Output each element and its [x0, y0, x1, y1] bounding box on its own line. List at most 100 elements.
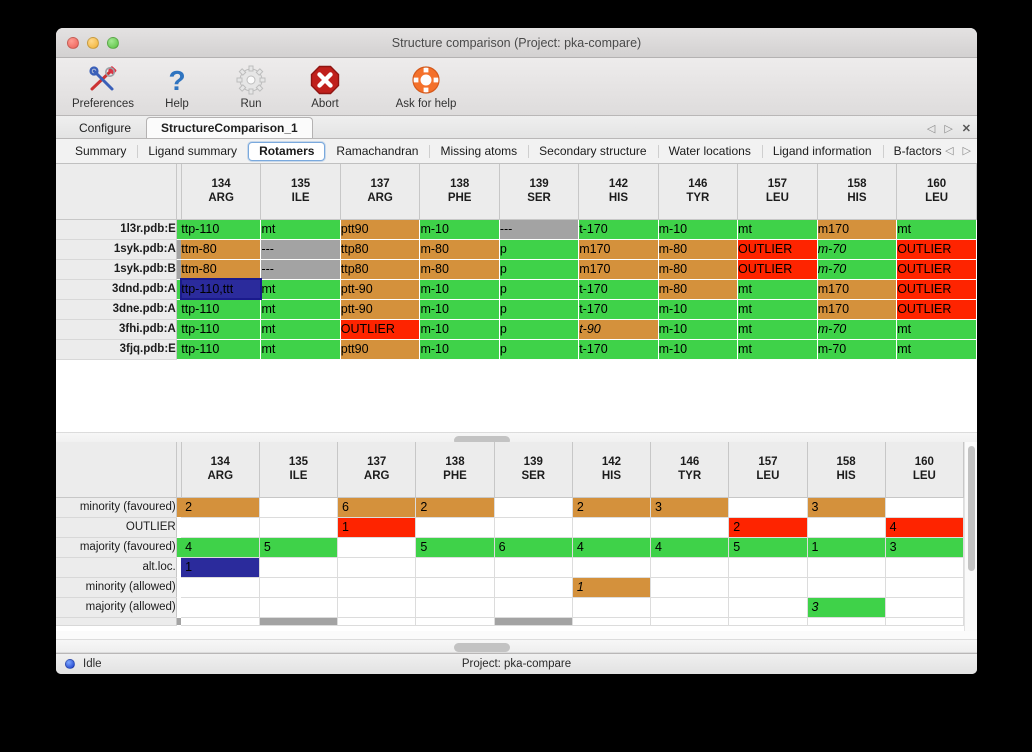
stats-cell[interactable]	[807, 557, 886, 578]
rotamer-cell[interactable]: m-70	[817, 239, 898, 260]
rotamer-cell[interactable]: mt	[896, 319, 977, 340]
stats-column-header-137[interactable]: 137 ARG	[337, 442, 417, 498]
stats-cell[interactable]: 4	[572, 537, 652, 558]
table-row[interactable]	[56, 617, 964, 626]
rotamer-cell[interactable]: OUTLIER	[896, 299, 977, 320]
stats-cell[interactable]	[572, 557, 652, 578]
table-row[interactable]: majority (favoured) 4 5 5 6 4 4 5 1 3	[56, 537, 964, 558]
stats-cell[interactable]	[728, 577, 808, 598]
rotamer-cell[interactable]: m-10	[419, 219, 500, 240]
rotamer-cell[interactable]: ttp80	[340, 259, 421, 280]
stats-cell[interactable]	[181, 577, 260, 598]
stats-cell[interactable]: 6	[494, 537, 573, 558]
stats-cell[interactable]	[259, 597, 339, 618]
close-button[interactable]	[67, 36, 79, 49]
stats-vscrollbar-thumb[interactable]	[968, 446, 975, 571]
table-row[interactable]: 1syk.pdb:B ttm-80 --- ttp80 m-80 p m170 m-80 OUT…	[56, 259, 977, 280]
rotamer-row-header[interactable]: 3fjq.pdb:E	[56, 339, 177, 360]
rotamer-row-header[interactable]: 1syk.pdb:A	[56, 239, 177, 260]
table-row[interactable]: 1syk.pdb:A ttm-80 --- ttp80 m-80 p m170 m-80 OUT…	[56, 239, 977, 260]
minimize-button[interactable]	[87, 36, 99, 49]
stats-cell[interactable]: 1	[337, 517, 417, 538]
rotamer-cell-selected[interactable]: ttp-110,ttt	[180, 278, 262, 300]
rotamer-cell[interactable]: mt	[896, 219, 977, 240]
outer-tab-next-icon[interactable]: ▷	[944, 123, 953, 135]
tab-ramachandran[interactable]: Ramachandran	[336, 143, 419, 158]
rotamer-cell[interactable]: m-70	[817, 339, 898, 360]
tab-missing-atoms[interactable]: Missing atoms	[429, 142, 528, 161]
tab-rotamers[interactable]: Rotamers	[248, 141, 326, 161]
stats-cell[interactable]	[650, 597, 730, 618]
stats-cell[interactable]	[885, 557, 964, 578]
tab-ligand-information[interactable]: Ligand information	[761, 142, 883, 161]
rotamer-cell[interactable]: t-90	[578, 319, 659, 340]
stats-cell[interactable]	[650, 557, 730, 578]
rotamer-cell[interactable]: m170	[817, 279, 898, 300]
table-row[interactable]: minority (allowed) 1	[56, 577, 964, 598]
stats-cell[interactable]	[650, 517, 730, 538]
stats-column-header-135[interactable]: 135 ILE	[259, 442, 339, 498]
rotamer-cell[interactable]: p	[499, 239, 580, 260]
rotamer-cell[interactable]: m170	[578, 239, 659, 260]
stats-cell[interactable]: 1	[181, 557, 260, 578]
rotamer-cell[interactable]: ttp80	[340, 239, 421, 260]
rotamer-cell[interactable]: mt	[737, 319, 818, 340]
stats-cell[interactable]: 4	[885, 517, 964, 538]
stats-row-header[interactable]: minority (allowed)	[56, 577, 177, 598]
help-button[interactable]: ? Help	[140, 61, 214, 110]
stats-cell[interactable]	[337, 537, 417, 558]
rotamer-cell[interactable]: mt	[260, 319, 341, 340]
stats-grid-viewport[interactable]: 134 ARG 135 ILE 137 ARG 138 PHE 139 SER 142 HIS 146 T…	[56, 442, 964, 631]
stats-cell[interactable]	[415, 617, 495, 626]
rotamer-cell[interactable]: ptt-90	[340, 299, 421, 320]
stats-cell[interactable]	[181, 597, 260, 618]
stats-cell[interactable]	[494, 577, 573, 598]
rotamer-cell[interactable]: mt	[260, 219, 341, 240]
stats-cell[interactable]	[337, 617, 417, 626]
rotamer-cell[interactable]: m-10	[419, 299, 500, 320]
stats-cell[interactable]	[807, 617, 886, 626]
rotamer-cell[interactable]: mt	[260, 299, 341, 320]
stats-row-header[interactable]: majority (favoured)	[56, 537, 177, 558]
rotamer-row-header[interactable]: 3dnd.pdb:A	[56, 279, 177, 300]
stats-cell[interactable]: 1	[807, 537, 886, 558]
rotamer-grid-viewport[interactable]: 134 ARG 135 ILE 137 ARG 138 PHE 139 SER 142 HIS 146 T…	[56, 164, 977, 432]
stats-cell[interactable]: 1	[572, 577, 652, 598]
stats-cell[interactable]	[181, 617, 260, 626]
stats-cell[interactable]	[415, 577, 495, 598]
rotamer-column-header-135[interactable]: 135 ILE	[260, 164, 341, 220]
rotamer-cell[interactable]: ttp-110	[181, 319, 262, 340]
table-row[interactable]: 3dne.pdb:A ttp-110 mt ptt-90 m-10 p t-170 m-10 m…	[56, 299, 977, 320]
rotamer-cell[interactable]: mt	[260, 339, 341, 360]
rotamer-cell[interactable]: t-170	[578, 219, 659, 240]
stats-cell[interactable]	[885, 597, 964, 618]
rotamer-cell[interactable]: mt	[737, 339, 818, 360]
stats-cell[interactable]	[259, 577, 339, 598]
stats-cell[interactable]: 5	[415, 537, 495, 558]
rotamer-cell[interactable]: ttp-110	[181, 219, 262, 240]
stats-cell[interactable]	[728, 557, 808, 578]
rotamer-cell[interactable]: OUTLIER	[896, 239, 977, 260]
rotamer-column-header-138[interactable]: 138 PHE	[419, 164, 500, 220]
rotamer-cell[interactable]: m-70	[817, 259, 898, 280]
outer-tab-close-icon[interactable]: ✕	[961, 123, 971, 135]
preferences-button[interactable]: Preferences	[66, 61, 140, 110]
run-button[interactable]: Run	[214, 61, 288, 110]
rotamer-cell[interactable]: ttm-80	[181, 259, 262, 280]
stats-cell[interactable]	[259, 617, 339, 626]
stats-hscrollbar-thumb[interactable]	[454, 643, 510, 652]
stats-cell[interactable]	[494, 617, 573, 626]
rotamer-cell[interactable]: m170	[817, 299, 898, 320]
stats-cell[interactable]: 2	[415, 497, 495, 518]
stats-row-header[interactable]	[56, 617, 177, 626]
stats-hscrollbar[interactable]	[56, 639, 977, 653]
rotamer-row-header[interactable]: 3dne.pdb:A	[56, 299, 177, 320]
rotamer-cell[interactable]: OUTLIER	[737, 239, 818, 260]
stats-cell[interactable]	[572, 517, 652, 538]
rotamer-cell[interactable]: ttm-80	[181, 239, 262, 260]
rotamer-cell[interactable]: ---	[499, 219, 580, 240]
rotamer-cell[interactable]: m-80	[658, 279, 739, 300]
stats-cell[interactable]	[494, 517, 573, 538]
rotamer-cell[interactable]: OUTLIER	[737, 259, 818, 280]
inner-tab-next-icon[interactable]: ▷	[962, 145, 971, 157]
